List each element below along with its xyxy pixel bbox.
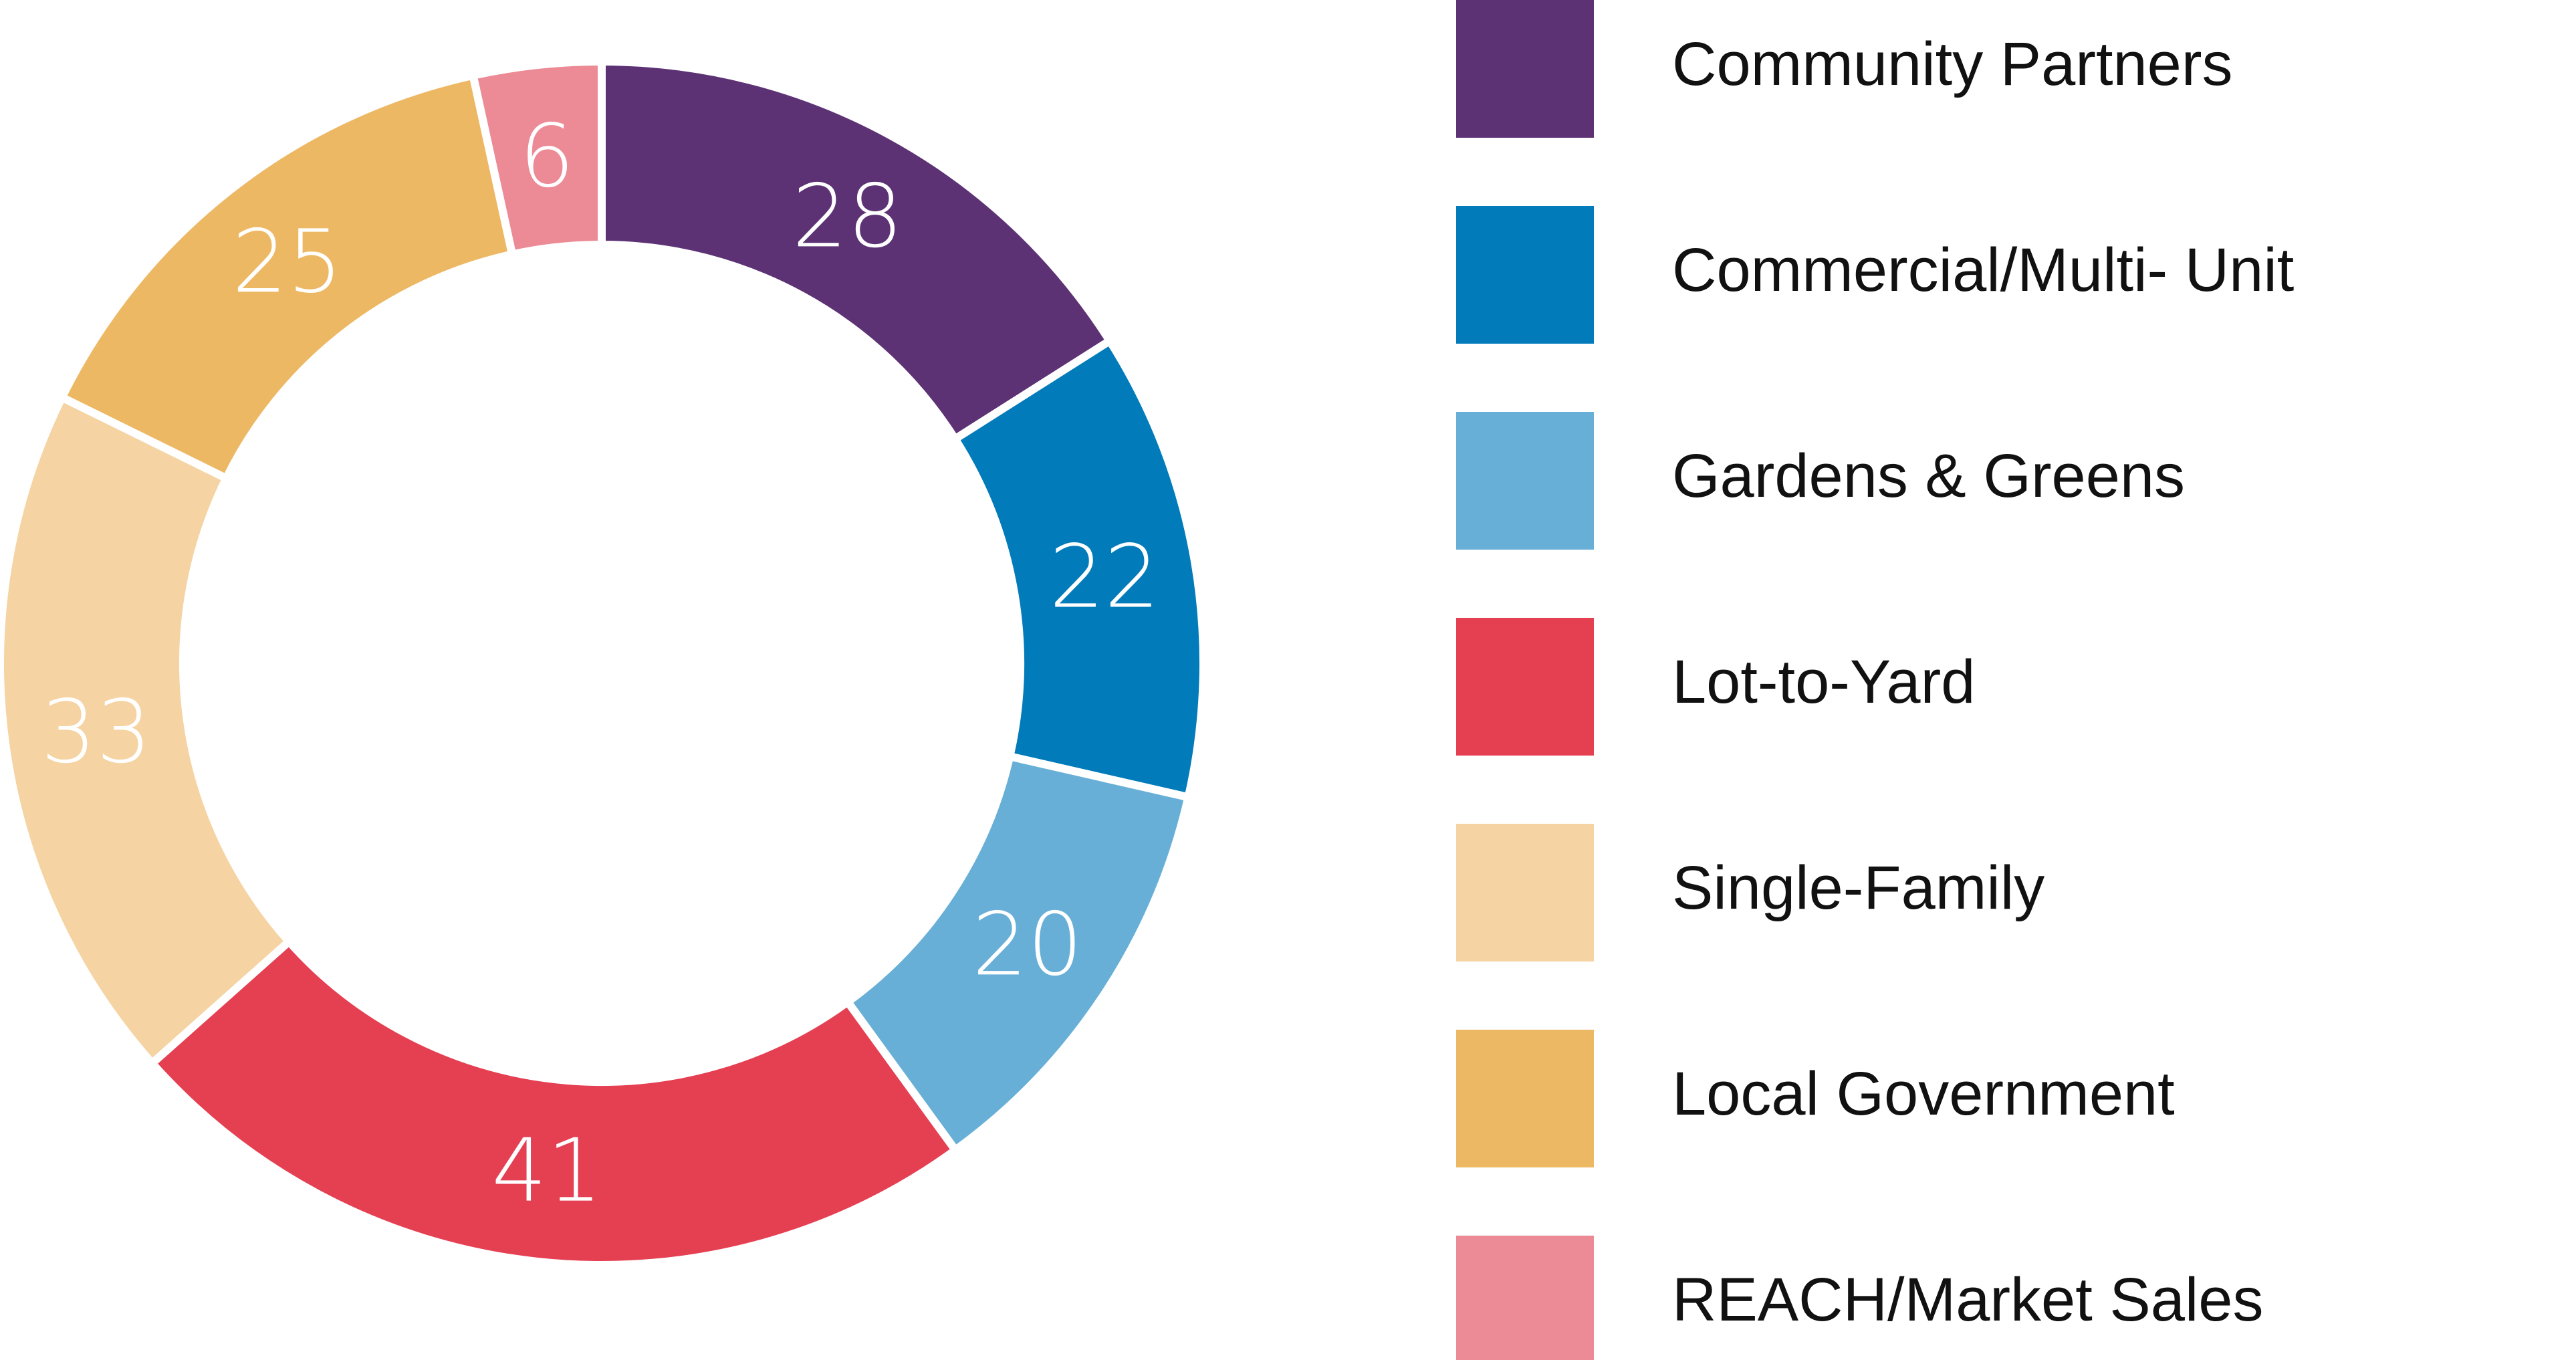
legend-label: Single-Family [1672,854,2044,922]
donut-slice [598,57,1116,445]
legend-swatch [1456,1236,1594,1360]
data-label: 25 [232,211,342,312]
legend-label: Local Government [1672,1060,2175,1128]
data-label: 6 [519,105,575,207]
legend-label: Commercial/Multi- Unit [1672,236,2294,304]
data-label: 20 [972,893,1082,995]
legend-label: REACH/Market Sales [1672,1266,2263,1334]
legend-swatch [1456,0,1594,138]
legend-swatch [1456,618,1594,756]
donut-slice [56,70,517,484]
legend-swatch [1456,412,1594,550]
donut-slice [468,57,606,259]
donut-slice [0,392,295,1069]
legend-label: Lot-to-Yard [1672,648,1975,716]
legend-swatch [1456,824,1594,961]
donut-slice [949,335,1207,802]
data-label: 28 [792,165,903,267]
data-label: 22 [1049,526,1159,628]
donut-slice [146,935,961,1269]
legend-swatch [1456,206,1594,344]
data-label: 33 [41,681,151,782]
legend-swatch [1456,1030,1594,1167]
data-label: 41 [491,1120,602,1222]
legend-label: Gardens & Greens [1672,442,2185,510]
legend-label: Community Partners [1672,30,2232,98]
